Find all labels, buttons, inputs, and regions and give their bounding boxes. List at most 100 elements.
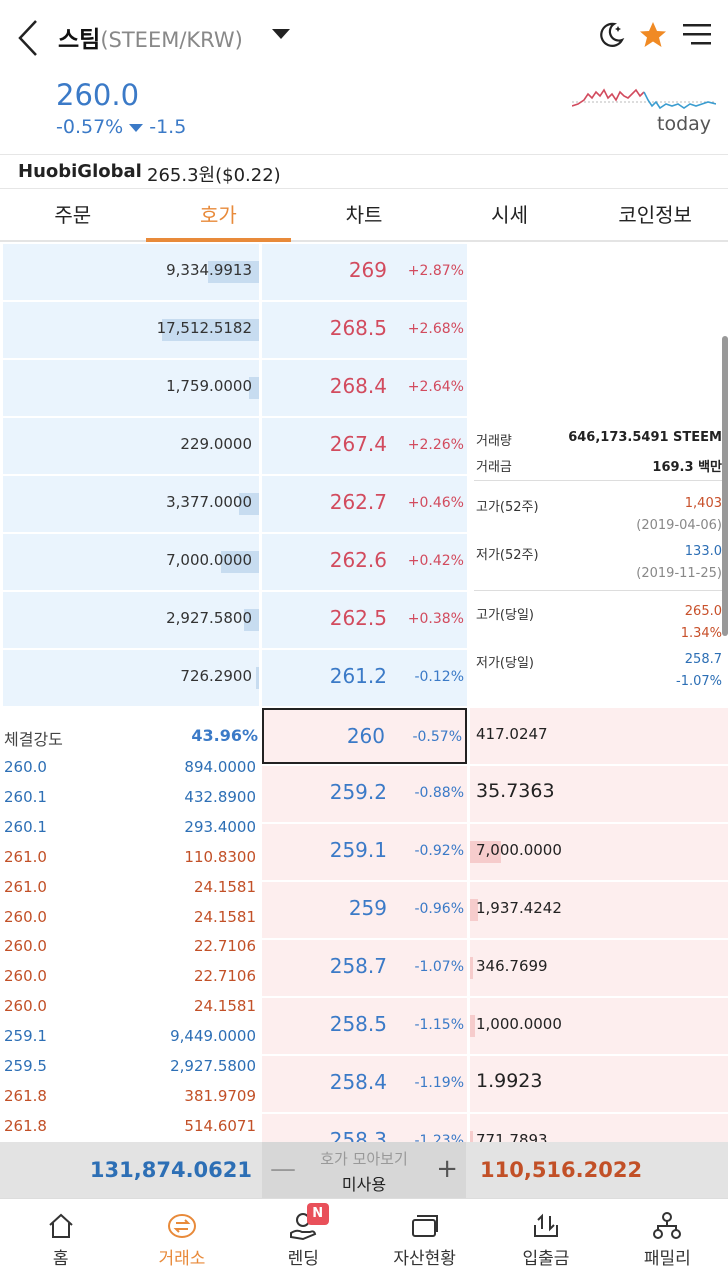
ask-quantity: 9,334.9913 xyxy=(166,261,252,279)
ask-row[interactable]: 726.2900 261.2 -0.12% xyxy=(0,650,728,708)
tab-order[interactable]: 주문 xyxy=(54,203,92,227)
low52-label: 저가(52주) xyxy=(476,548,539,563)
ask-price-cell[interactable]: 262.7 +0.46% xyxy=(262,476,467,532)
bid-row[interactable]: 258.5 -1.15% 1,000.0000 xyxy=(0,998,728,1056)
chart-period-label: today xyxy=(657,113,712,135)
nav-label: 자산현황 xyxy=(393,1249,456,1269)
trade-price: 261.0 xyxy=(4,877,47,896)
ask-price-cell[interactable]: 267.4 +2.26% xyxy=(262,418,467,474)
low52-date: (2019-11-25) xyxy=(636,566,722,581)
trade-quantity: 514.6071 xyxy=(184,1116,256,1135)
chevron-down-icon[interactable] xyxy=(272,29,290,39)
bid-quantity: 771.7893 xyxy=(476,1131,548,1142)
nav-lending[interactable]: N 렌딩 xyxy=(243,1199,364,1280)
bid-percent: -0.96% xyxy=(414,901,464,917)
bid-price-cell[interactable]: 258.7 -1.07% xyxy=(262,940,467,996)
ask-price: 262.5 xyxy=(329,606,387,630)
mini-price-chart[interactable] xyxy=(572,80,716,120)
tab-chart[interactable]: 차트 xyxy=(345,203,383,227)
trade-quantity: 110.8300 xyxy=(184,847,256,866)
bid-quantity: 7,000.0000 xyxy=(476,841,562,859)
trade-quantity: 22.7106 xyxy=(193,937,256,956)
bid-percent: -1.15% xyxy=(414,1017,464,1033)
app-header: 스팀(STEEM/KRW) xyxy=(0,0,728,70)
bid-row[interactable]: 258.3 -1.23% 771.7893 xyxy=(0,1114,728,1142)
high-day-pct: 1.34% xyxy=(680,626,722,641)
new-badge: N xyxy=(306,1203,329,1225)
tab-orderbook[interactable]: 호가 xyxy=(145,190,292,242)
ask-row[interactable]: 229.0000 267.4 +2.26% xyxy=(0,418,728,476)
ask-price-cell[interactable]: 269 +2.87% xyxy=(262,244,467,300)
nav-label: 홈 xyxy=(52,1249,69,1269)
bid-price-cell[interactable]: 258.4 -1.19% xyxy=(262,1056,467,1112)
grouping-value[interactable]: 미사용 xyxy=(341,1175,387,1194)
ask-row[interactable]: 1,759.0000 268.4 +2.64% xyxy=(0,360,728,418)
nav-exchange[interactable]: 거래소 xyxy=(121,1199,242,1280)
bid-price-cell[interactable]: 259 -0.96% xyxy=(262,882,467,938)
night-mode-icon[interactable] xyxy=(596,20,626,50)
high-day-value: 265.0 xyxy=(684,604,722,619)
minus-button[interactable]: — xyxy=(270,1154,296,1184)
bid-price-cell[interactable]: 258.3 -1.23% xyxy=(262,1114,467,1142)
grouping-control: — 호가 모아보기 미사용 + xyxy=(262,1142,466,1198)
grouping-label: 호가 모아보기 xyxy=(320,1150,408,1168)
order-book[interactable]: 9,334.9913 269 +2.87% 17,512.5182 268.5 +2.68… xyxy=(0,244,728,1142)
menu-icon[interactable] xyxy=(683,22,711,48)
low-day-value: 258.7 xyxy=(684,652,722,667)
plus-button[interactable]: + xyxy=(436,1154,458,1184)
coin-title[interactable]: 스팀(STEEM/KRW) xyxy=(58,20,243,54)
trade-row: 261.0 24.1581 xyxy=(0,878,262,908)
high52-date: (2019-04-06) xyxy=(636,518,722,533)
back-arrow-icon[interactable] xyxy=(14,18,44,58)
bid-row[interactable]: 258.4 -1.19% 1.9923 xyxy=(0,1056,728,1114)
bid-row[interactable]: 259.2 -0.88% 35.7363 xyxy=(0,766,728,824)
bid-row[interactable]: 259 -0.96% 1,937.4242 xyxy=(0,882,728,940)
bid-quantity-cell: 1.9923 xyxy=(470,1056,728,1112)
trade-row: 259.1 9,449.0000 xyxy=(0,1027,262,1057)
ask-price-cell[interactable]: 262.5 +0.38% xyxy=(262,592,467,648)
bid-row[interactable]: 258.7 -1.07% 346.7699 xyxy=(0,940,728,998)
home-icon xyxy=(48,1213,73,1238)
bid-price: 259.1 xyxy=(329,838,387,862)
bid-row[interactable]: 259.1 -0.92% 7,000.0000 xyxy=(0,824,728,882)
ask-row[interactable]: 2,927.5800 262.5 +0.38% xyxy=(0,592,728,650)
trade-quantity: 2,927.5800 xyxy=(170,1057,256,1075)
bid-quantity: 1,000.0000 xyxy=(476,1015,562,1033)
ask-percent: +0.38% xyxy=(407,611,464,627)
tab-bar: 주문 호가 차트 시세 코인정보 xyxy=(0,190,728,242)
bid-price-cell[interactable]: 258.5 -1.15% xyxy=(262,998,467,1054)
ask-price-cell[interactable]: 261.2 -0.12% xyxy=(262,650,467,706)
ask-price-cell[interactable]: 268.4 +2.64% xyxy=(262,360,467,416)
ask-price-cell[interactable]: 262.6 +0.42% xyxy=(262,534,467,590)
ask-row[interactable]: 3,377.0000 262.7 +0.46% xyxy=(0,476,728,534)
nav-home[interactable]: 홈 xyxy=(0,1199,121,1280)
ask-row[interactable]: 9,334.9913 269 +2.87% xyxy=(0,244,728,302)
tab-coin-info[interactable]: 코인정보 xyxy=(618,203,692,227)
deposit-withdraw-icon xyxy=(533,1213,558,1237)
trade-price: 260.1 xyxy=(4,787,47,806)
bid-row[interactable]: 260 -0.57% 417.0247 xyxy=(0,708,728,766)
bid-price-cell[interactable]: 259.2 -0.88% xyxy=(262,766,467,822)
trade-price: 260.0 xyxy=(4,758,47,776)
trade-quantity: 894.0000 xyxy=(184,758,256,776)
nav-deposit-withdraw[interactable]: 입출금 xyxy=(485,1199,606,1280)
ask-price-cell[interactable]: 268.5 +2.68% xyxy=(262,302,467,358)
ask-row[interactable]: 7,000.0000 262.6 +0.42% xyxy=(0,534,728,592)
tab-market-price[interactable]: 시세 xyxy=(491,203,528,227)
divider xyxy=(474,480,728,481)
ask-price: 262.6 xyxy=(329,548,387,572)
ask-quantity: 726.2900 xyxy=(180,667,252,685)
trade-row: 260.1 293.4000 xyxy=(0,818,262,848)
favorite-star-icon[interactable] xyxy=(638,20,668,50)
ask-volume-bar xyxy=(208,261,259,283)
trade-row: 260.0 24.1581 xyxy=(0,908,262,938)
exchange-name: HuobiGlobal xyxy=(18,161,142,182)
bid-quantity-cell: 417.0247 xyxy=(470,708,728,764)
scrollbar[interactable] xyxy=(722,336,728,636)
ask-price: 268.5 xyxy=(329,316,387,340)
bid-price-cell[interactable]: 259.1 -0.92% xyxy=(262,824,467,880)
nav-family[interactable]: 패밀리 xyxy=(607,1199,728,1280)
nav-assets[interactable]: 자산현황 xyxy=(364,1199,485,1280)
bid-price-cell[interactable]: 260 -0.57% xyxy=(262,708,467,764)
ask-row[interactable]: 17,512.5182 268.5 +2.68% xyxy=(0,302,728,360)
